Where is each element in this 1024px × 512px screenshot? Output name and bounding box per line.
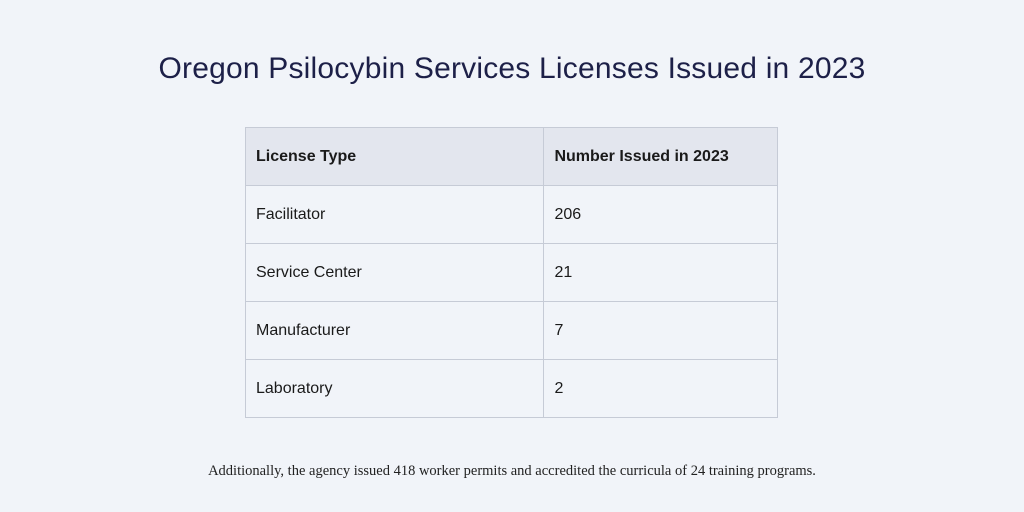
table-row: Laboratory 2 [244,359,778,418]
table-row: Manufacturer 7 [244,301,778,360]
licenses-table: License Type Number Issued in 2023 Facil… [244,127,778,418]
column-header-number-issued: Number Issued in 2023 [543,127,778,186]
number-issued-cell: 21 [543,243,778,302]
table-header-row: License Type Number Issued in 2023 [244,127,778,186]
license-type-cell: Manufacturer [244,301,545,360]
number-issued-cell: 2 [543,359,778,418]
number-issued-cell: 7 [543,301,778,360]
license-type-cell: Laboratory [244,359,545,418]
license-type-cell: Service Center [244,243,545,302]
number-issued-cell: 206 [543,185,778,244]
page-title: Oregon Psilocybin Services Licenses Issu… [158,52,866,85]
table-row: Service Center 21 [244,243,778,302]
table-row: Facilitator 206 [244,185,778,244]
column-header-license-type: License Type [244,127,545,186]
footnote: Additionally, the agency issued 418 work… [208,463,816,479]
license-type-cell: Facilitator [244,185,545,244]
